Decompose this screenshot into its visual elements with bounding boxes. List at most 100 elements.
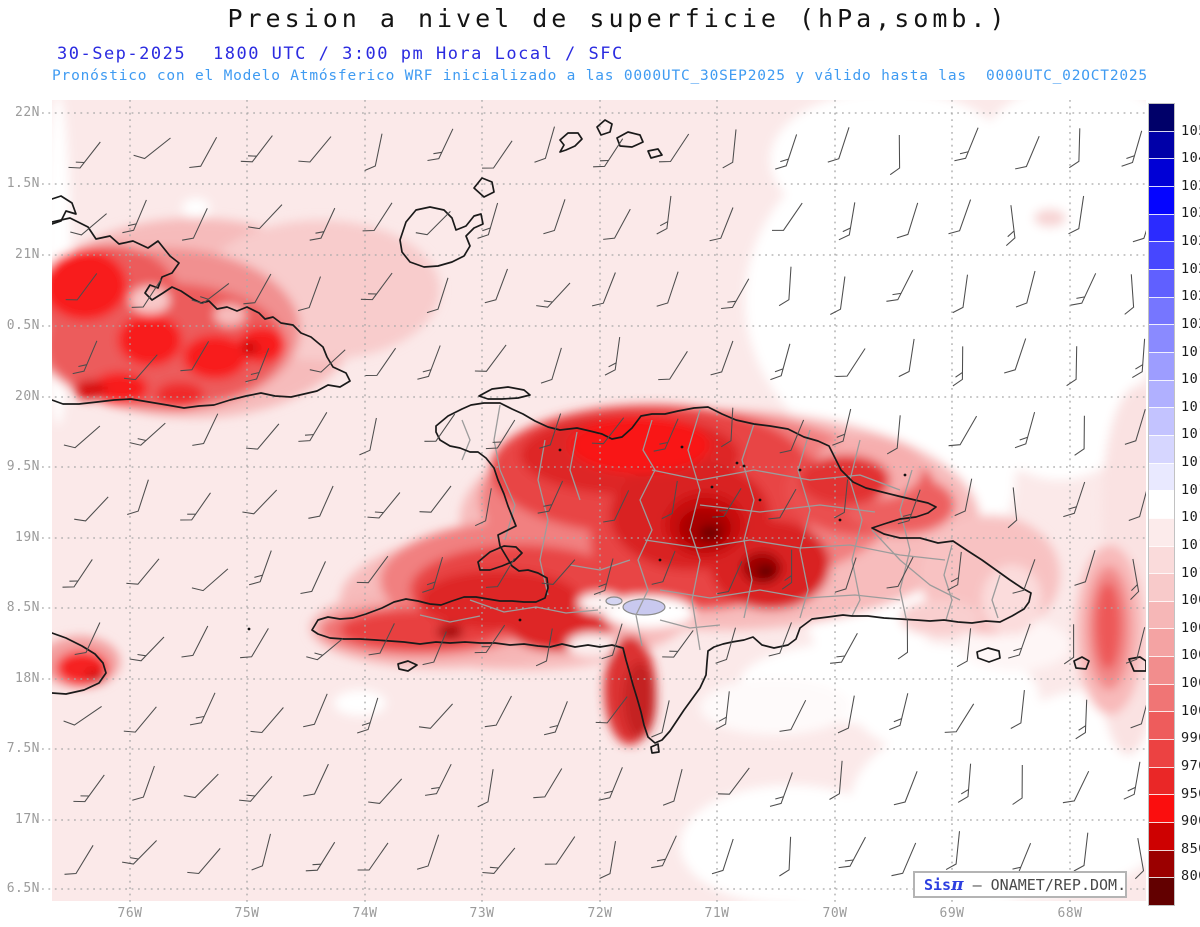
lat-tick-label: 21N xyxy=(15,247,40,262)
lat-tick-label: 19N xyxy=(15,530,40,545)
colorbar-segment xyxy=(1149,130,1174,159)
colorbar-segment xyxy=(1149,213,1174,242)
province-border xyxy=(635,419,656,647)
colorbar-value-label: 970 xyxy=(1181,757,1200,774)
coastline xyxy=(478,386,531,400)
coastline xyxy=(559,132,583,153)
colorbar-value-label: 1016 xyxy=(1181,426,1200,443)
province-border xyxy=(461,419,471,461)
colorbar-segment xyxy=(1149,296,1174,325)
colorbar-segment xyxy=(1149,241,1174,269)
page-title: Presion a nivel de superficie (hPa,somb.… xyxy=(227,4,1009,33)
colorbar-value-label: 950 xyxy=(1181,785,1200,802)
coastline xyxy=(616,131,644,148)
colorbar-segment xyxy=(1149,877,1174,906)
colorbar-value-label: 1025 xyxy=(1181,260,1200,277)
lat-tick-label: 17N xyxy=(15,812,40,827)
colorbar-segment xyxy=(1149,545,1174,574)
lat-tick-label: 20N xyxy=(15,389,40,404)
colorbar-segment xyxy=(1149,766,1174,795)
wind-barbs xyxy=(62,126,1146,880)
lon-tick-label: 70W xyxy=(822,906,848,921)
coastline xyxy=(1128,656,1146,672)
terrain-speck xyxy=(735,461,739,465)
colorbar-value-label: 1020 xyxy=(1181,315,1200,332)
colorbar-value-label: 900 xyxy=(1181,813,1200,830)
forecast-time: 1800 UTC / 3:00 pm Hora Local / SFC xyxy=(213,44,624,64)
province-border xyxy=(943,544,953,621)
province-border xyxy=(569,559,631,571)
lat-tick-label: 7.5N xyxy=(6,741,40,756)
colorbar-value-label: 1006 xyxy=(1181,619,1200,636)
colorbar-segment xyxy=(1149,656,1174,684)
lon-tick-label: 71W xyxy=(704,906,730,921)
lat-tick-label: 1.5N xyxy=(6,176,40,191)
lon-tick-label: 75W xyxy=(234,906,260,921)
colorbar-value-label: 1002 xyxy=(1181,675,1200,692)
colorbar-value-label: 1014 xyxy=(1181,481,1200,498)
colorbar-value-label: 1012 xyxy=(1181,536,1200,553)
colorbar-value-label: 1030 xyxy=(1181,205,1200,222)
colorbar-value-label: 1019 xyxy=(1181,343,1200,360)
colorbar-value-label: 800 xyxy=(1181,868,1200,885)
terrain-speck xyxy=(742,464,746,468)
terrain-speck xyxy=(658,558,662,562)
province-border xyxy=(651,469,901,491)
colorbar-segment xyxy=(1149,379,1174,408)
lat-tick-label: 18N xyxy=(15,671,40,686)
province-border xyxy=(569,431,581,501)
sispi-logo: Sisπ xyxy=(924,874,964,895)
province-border xyxy=(493,404,501,471)
colorbar-segment xyxy=(1149,822,1174,850)
colorbar-segment xyxy=(1149,104,1174,131)
lon-tick-label: 76W xyxy=(117,906,143,921)
coastline xyxy=(1073,656,1090,670)
province-border xyxy=(741,423,755,619)
province-border xyxy=(419,614,481,623)
lake xyxy=(622,598,666,616)
terrain-speck xyxy=(838,518,842,522)
colorbar-value-label: 850 xyxy=(1181,840,1200,857)
colorbar-segment xyxy=(1149,324,1174,352)
pressure-shading xyxy=(52,100,1146,901)
colorbar-segment xyxy=(1149,490,1174,518)
lake xyxy=(605,596,623,606)
colorbar-segment xyxy=(1149,462,1174,491)
coastline xyxy=(473,177,495,198)
province-border xyxy=(537,439,549,596)
colorbar-value-label: 1017 xyxy=(1181,398,1200,415)
colorbar-segment xyxy=(1149,185,1174,214)
colorbar-value-label: 1015 xyxy=(1181,454,1200,471)
colorbar-value-label: 1028 xyxy=(1181,233,1200,250)
lat-tick-label: 9.5N xyxy=(6,459,40,474)
colorbar-value-label: 1035 xyxy=(1181,177,1200,194)
province-border xyxy=(659,619,721,629)
colorbar-value-label: 1008 xyxy=(1181,592,1200,609)
terrain-speck xyxy=(518,618,522,622)
lat-tick-label: 22N xyxy=(15,105,40,120)
coastline xyxy=(397,660,418,672)
coastline xyxy=(52,632,107,695)
colorbar-segment xyxy=(1149,407,1174,435)
colorbar-value-label: 1000 xyxy=(1181,702,1200,719)
province-border xyxy=(687,409,701,651)
lon-tick-label: 74W xyxy=(352,906,378,921)
province-border xyxy=(849,439,863,617)
colorbar-segment xyxy=(1149,849,1174,878)
agency-name: ONAMET/REP.DOM. xyxy=(990,875,1127,894)
coastline xyxy=(399,206,484,268)
terrain-speck xyxy=(710,485,714,489)
terrain-speck xyxy=(903,473,907,477)
pi-icon: π xyxy=(951,874,964,895)
lon-tick-label: 72W xyxy=(587,906,613,921)
colorbar-value-label: 1018 xyxy=(1181,371,1200,388)
lon-tick-label: 69W xyxy=(939,906,965,921)
terrain-speck xyxy=(558,448,562,452)
province-border xyxy=(469,599,599,614)
colorbar-segment xyxy=(1149,573,1174,601)
coastline xyxy=(52,195,77,225)
province-border xyxy=(991,574,1001,619)
pressure-colorbar xyxy=(1148,103,1175,906)
lon-tick-label: 68W xyxy=(1057,906,1083,921)
